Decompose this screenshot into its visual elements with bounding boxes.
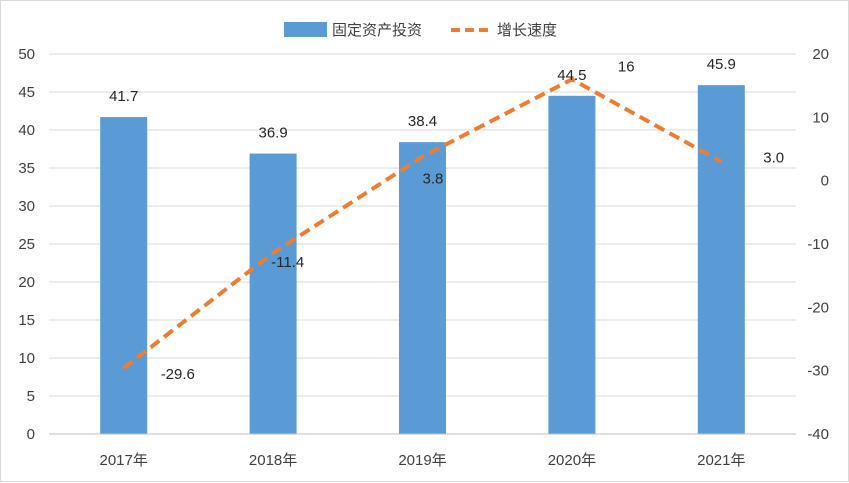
line-data-label: -11.4 [271,254,304,271]
right-axis-tick-label: -20 [807,299,829,316]
x-axis-tick-label: 2018年 [249,452,297,469]
left-axis-tick-label: 30 [18,198,35,215]
left-axis-tick-label: 50 [18,46,35,63]
x-axis-tick-label: 2019年 [398,452,446,469]
left-axis-tick-label: 15 [18,312,35,329]
right-axis-tick-label: 0 [821,173,829,190]
bar-data-label: 41.7 [109,88,138,105]
left-axis-tick-label: 40 [18,122,35,139]
bar [100,117,147,434]
left-axis-tick-label: 25 [18,236,35,253]
bar [250,154,297,434]
legend: 固定资产投资 增长速度 [284,22,557,39]
legend-label-bar: 固定资产投资 [332,22,422,39]
bar-data-label: 38.4 [408,113,437,130]
legend-swatch-bar [284,22,327,37]
x-axis-tick-label: 2020年 [548,452,596,469]
right-axis-tick-label: -10 [807,236,829,253]
x-axis-tick-label: 2021年 [697,452,745,469]
bar [698,85,745,434]
left-axis-tick-label: 5 [27,388,35,405]
bar-series [100,85,745,434]
x-axis-tick-label: 2017年 [100,452,148,469]
line-data-label: 3.0 [763,150,784,167]
right-axis-tick-label: -30 [807,363,829,380]
bar [548,96,595,434]
line-data-label: -29.6 [161,366,195,383]
bar-data-label: 36.9 [258,125,287,142]
right-axis-tick-label: 10 [812,109,829,126]
right-axis-tick-label: -40 [807,426,829,443]
left-axis-tick-label: 10 [18,350,35,367]
bar-data-label: 45.9 [707,56,736,73]
legend-label-line: 增长速度 [497,22,557,39]
left-axis-tick-label: 35 [18,160,35,177]
line-data-label: 16 [618,58,635,75]
left-axis-tick-label: 20 [18,274,35,291]
left-axis-tick-label: 45 [18,84,35,101]
bar-data-label: 44.5 [557,67,586,84]
line-data-label: 3.8 [423,171,444,188]
data-labels: 41.7 36.9 38.4 44.5 45.9 -29.6 -11.4 3.8 16 3.0 [109,56,784,383]
right-axis-tick-label: 20 [812,46,829,63]
left-axis-tick-label: 0 [27,426,35,443]
